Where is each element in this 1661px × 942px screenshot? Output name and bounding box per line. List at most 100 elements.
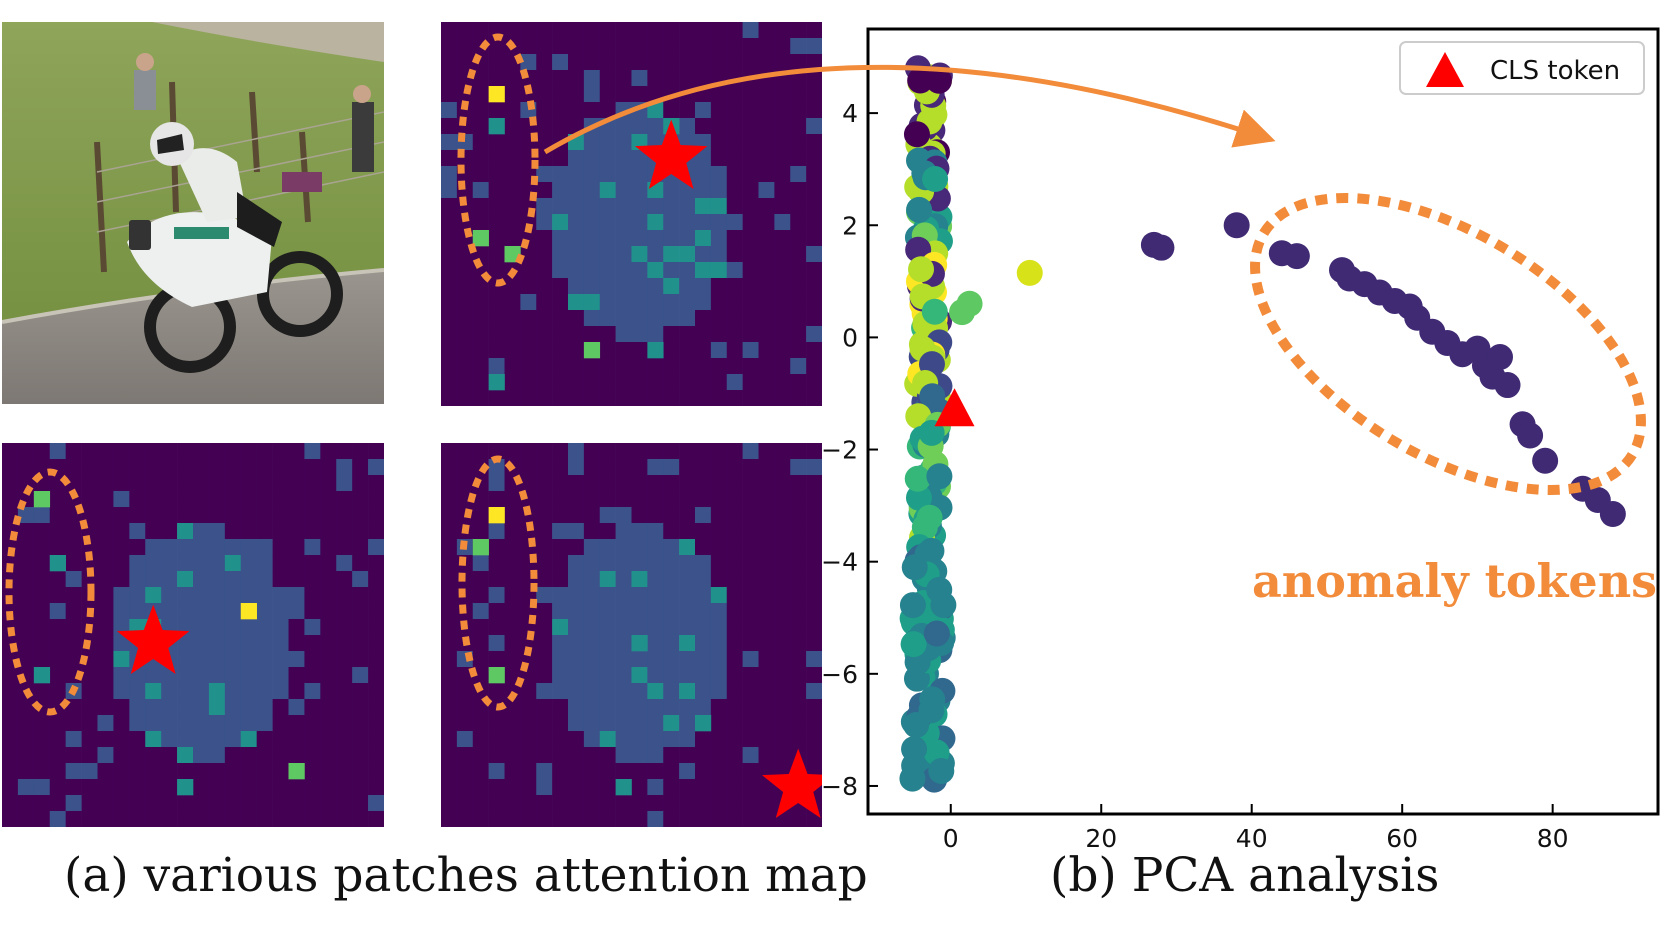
heatmap-cell (208, 523, 226, 540)
heatmap-cell (552, 523, 569, 540)
heatmap-cell (695, 811, 712, 827)
heatmap-cell (488, 54, 505, 71)
heatmap-cell (472, 731, 489, 748)
heatmap-cell (806, 182, 822, 199)
heatmap-cell (647, 523, 664, 540)
heatmap-cell (806, 278, 822, 295)
heatmap-cell (774, 667, 791, 684)
heatmap-cell (568, 619, 585, 636)
heatmap-cell (536, 507, 553, 524)
heatmap-cell (320, 539, 337, 556)
heatmap-cell (726, 166, 743, 183)
heatmap-cell (599, 70, 616, 87)
heatmap-cell (49, 619, 66, 636)
heatmap-cell (81, 475, 98, 492)
heatmap-cell (774, 715, 791, 732)
heatmap-cell (726, 507, 743, 524)
heatmap-cell (224, 555, 242, 572)
token-point (921, 298, 948, 325)
heatmap-cell (193, 619, 210, 636)
heatmap-cell (631, 763, 648, 780)
heatmap-cell (726, 667, 743, 684)
heatmap-cell (65, 747, 82, 764)
heatmap-cell (647, 443, 664, 460)
heatmap-cell (97, 763, 114, 780)
heatmap-cell (17, 603, 35, 620)
heatmap-cell (790, 603, 807, 620)
heatmap-cell (790, 491, 807, 508)
heatmap-cell (774, 118, 791, 135)
heatmap-cell (568, 54, 585, 71)
heatmap-cell (552, 390, 569, 406)
heatmap-cell (583, 635, 601, 652)
heatmap-cell (679, 374, 696, 391)
heatmap-cell (790, 358, 807, 375)
heatmap-cell (129, 475, 146, 492)
heatmap-cell (695, 475, 712, 492)
heatmap-cell (806, 38, 822, 55)
heatmap-cell (352, 795, 369, 812)
heatmap-cell (806, 310, 822, 327)
heatmap-cell (488, 475, 505, 492)
heatmap-cell (17, 699, 35, 716)
heatmap-cell (710, 246, 728, 263)
heatmap-cell (758, 278, 775, 295)
heatmap-cell (2, 459, 19, 476)
heatmap-cell (663, 278, 680, 295)
heatmap-hot-cell (488, 667, 505, 684)
heatmap-cell (161, 715, 178, 732)
heatmap-cell (81, 715, 98, 732)
heatmap-cell (368, 443, 384, 460)
heatmap-cell (583, 374, 601, 391)
anomaly-token-point (1487, 344, 1513, 371)
heatmap-cell (726, 54, 743, 71)
x-tick-label: 80 (1537, 824, 1569, 853)
heatmap-cell (208, 811, 226, 827)
heatmap-cell (615, 86, 632, 103)
heatmap-cell (129, 763, 146, 780)
heatmap-cell (65, 555, 82, 572)
heatmap-cell (193, 635, 210, 652)
heatmap-cell (320, 699, 337, 716)
heatmap-cell (790, 507, 807, 524)
y-tick-label: −6 (821, 660, 858, 689)
token-point (899, 592, 926, 619)
heatmap-cell (806, 342, 822, 359)
heatmap-cell (320, 603, 337, 620)
heatmap-cell (758, 475, 775, 492)
heatmap-cell (758, 310, 775, 327)
heatmap-cell (583, 811, 601, 827)
heatmap-cell (742, 491, 759, 508)
heatmap-cell (488, 358, 505, 375)
heatmap-cell (33, 571, 51, 588)
heatmap-cell (2, 715, 19, 732)
heatmap-cell (520, 763, 537, 780)
heatmap-cell (129, 731, 146, 748)
heatmap-cell (536, 491, 553, 508)
heatmap-cell (504, 443, 521, 460)
heatmap-cell (208, 763, 226, 780)
heatmap-cell (272, 811, 289, 827)
heatmap-cell (441, 230, 458, 247)
patch-ellipse-top-right (457, 33, 539, 287)
attention-heatmap (2, 443, 384, 827)
heatmap-cell (695, 443, 712, 460)
heatmap-cell (726, 491, 743, 508)
heatmap-cell (599, 587, 616, 604)
heatmap-cell (742, 102, 759, 119)
heatmap-cell (726, 715, 743, 732)
heatmap-cell (336, 443, 353, 460)
heatmap-cell (320, 731, 337, 748)
heatmap-cell (758, 230, 775, 247)
heatmap-cell (161, 443, 178, 460)
heatmap-cell (742, 475, 759, 492)
heatmap-cell (615, 246, 632, 263)
heatmap-hot-cell (695, 715, 712, 732)
heatmap-cell (488, 70, 505, 87)
heatmap-cell (336, 683, 353, 700)
heatmap-cell (456, 246, 474, 263)
heatmap-cell (97, 715, 114, 732)
heatmap-cell (568, 230, 585, 247)
heatmap-cell (161, 587, 178, 604)
heatmap-cell (352, 523, 369, 540)
